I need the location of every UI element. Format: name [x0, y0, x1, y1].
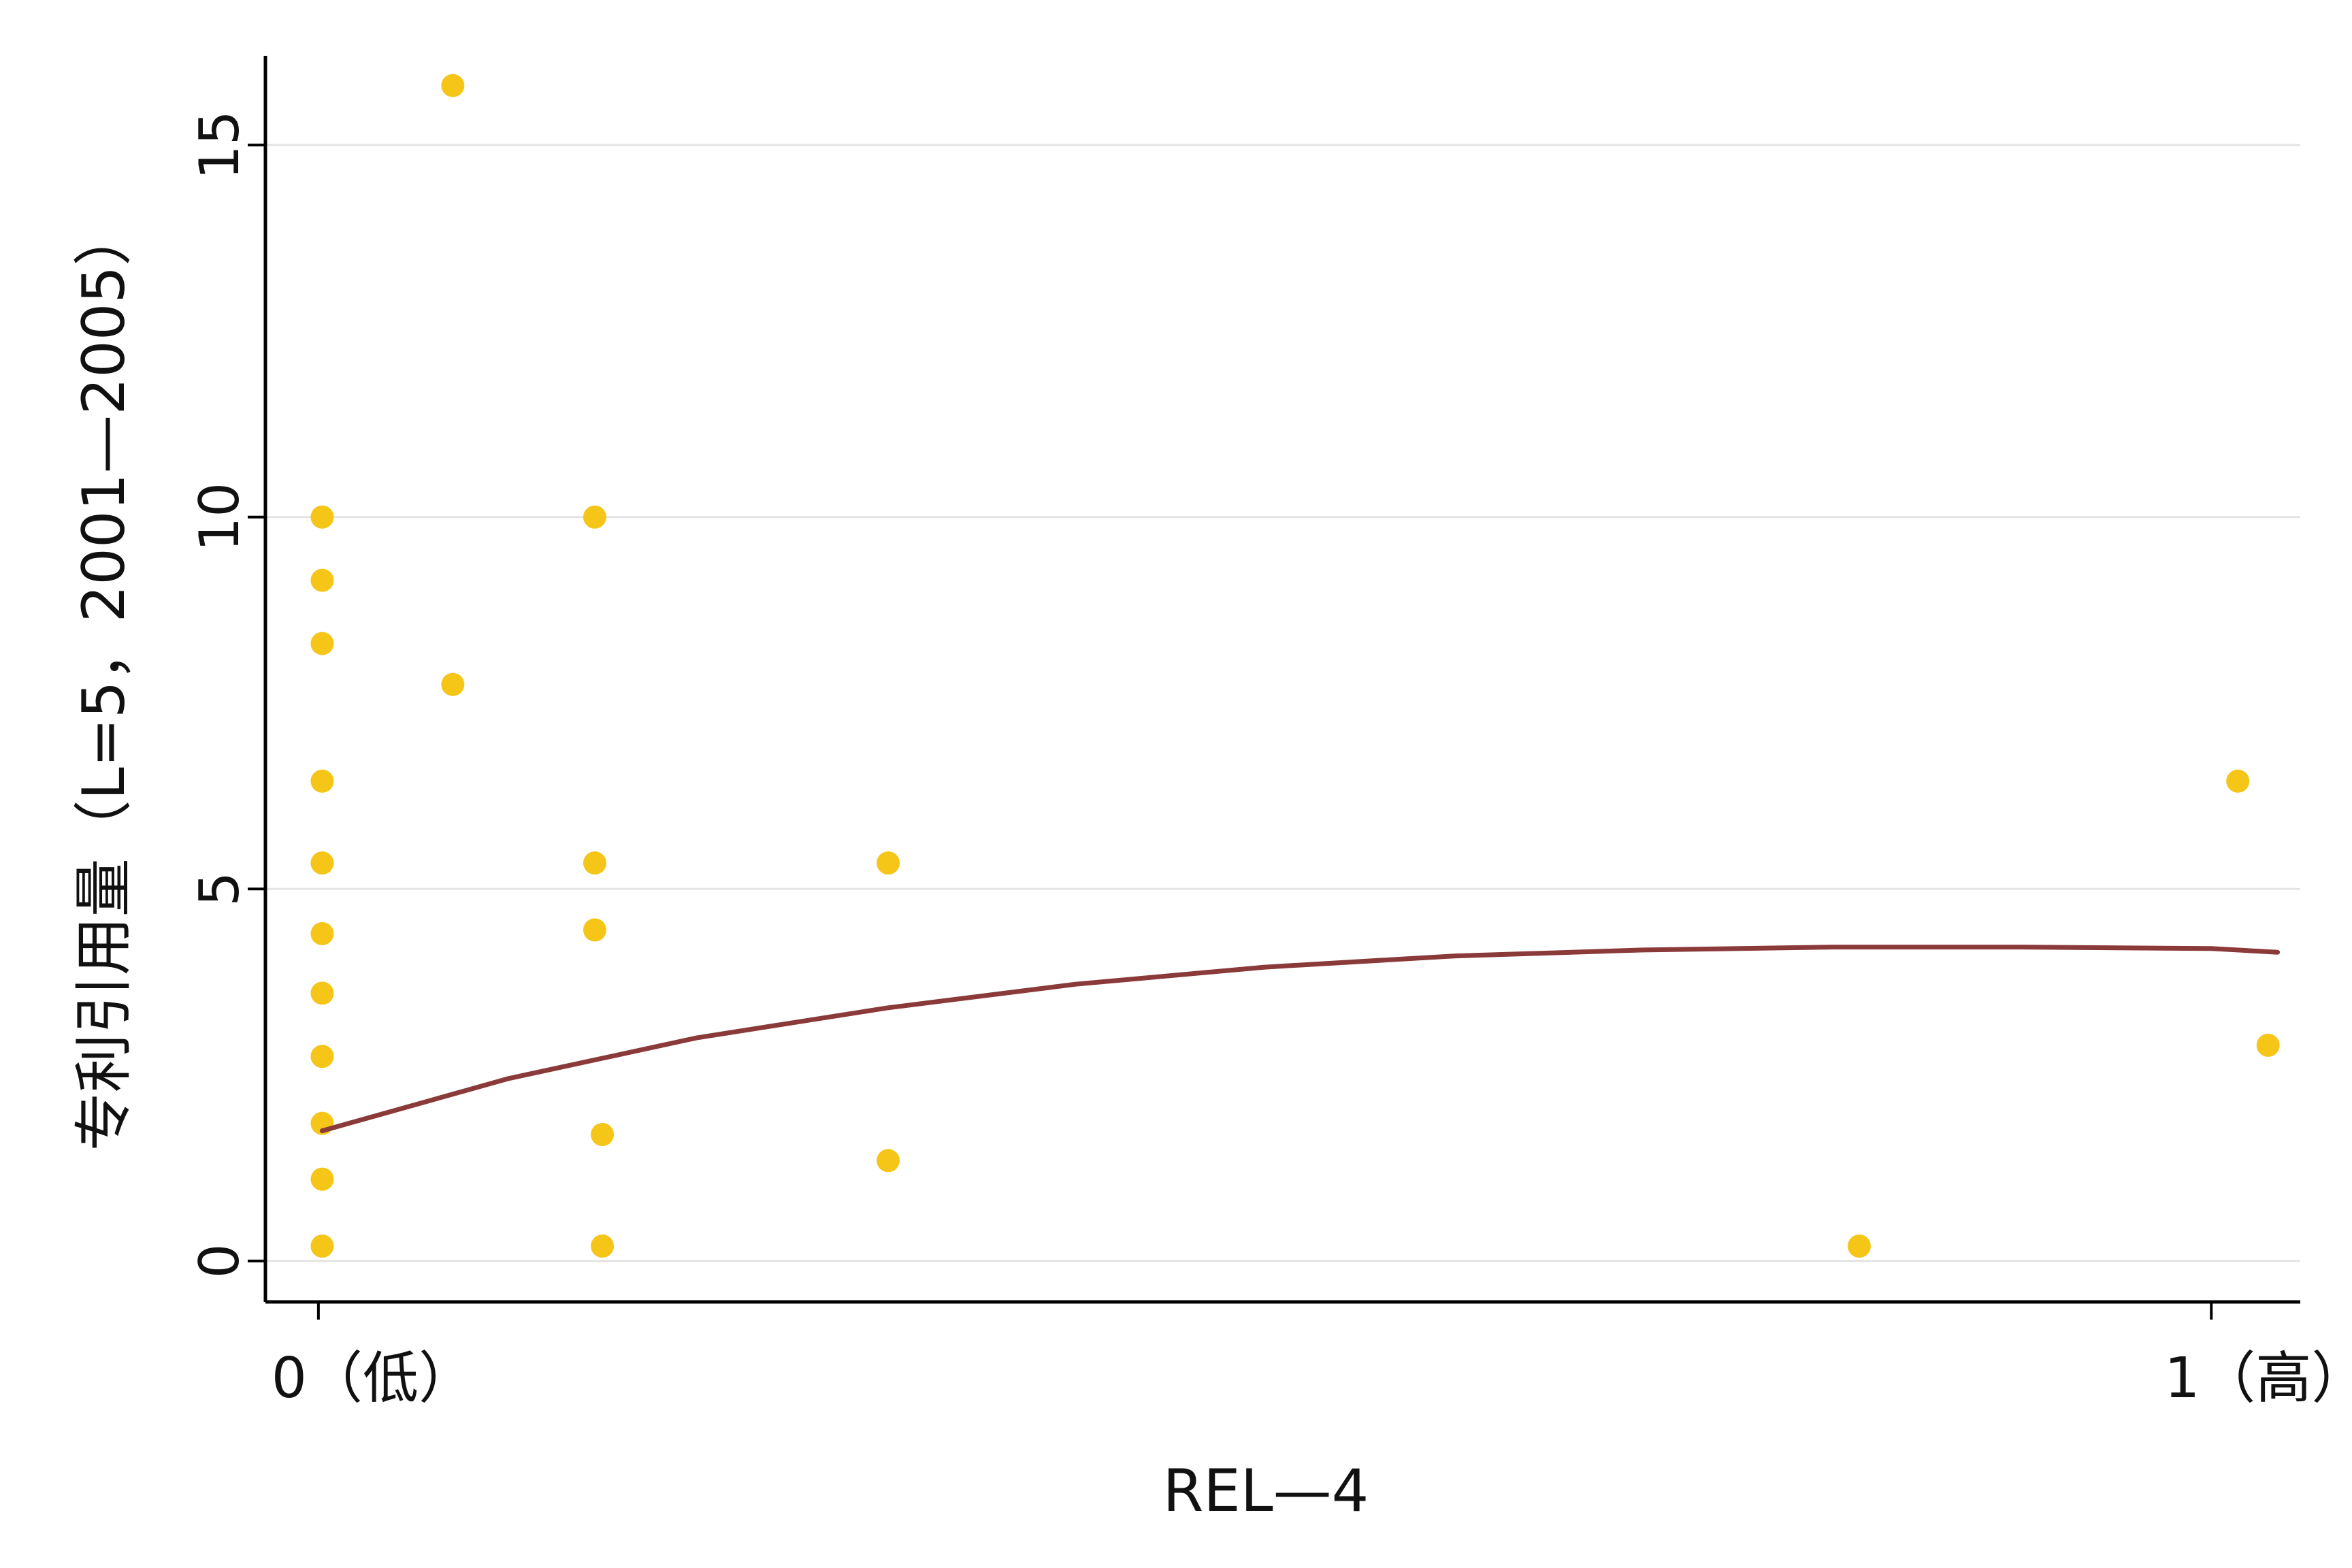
axes — [263, 56, 2300, 1304]
data-point-6 — [310, 851, 334, 875]
x-axis-title: REL—4 — [1163, 1457, 1369, 1525]
data-point-10 — [310, 505, 334, 529]
data-point-9 — [310, 568, 334, 592]
y-tick-label-5: 5 — [188, 872, 251, 906]
data-point-21 — [2226, 769, 2250, 793]
data-point-7 — [310, 769, 334, 793]
y-tick-label-15: 15 — [188, 110, 251, 180]
x-ticks: 0（低） 1（高） — [272, 1302, 2352, 1411]
data-point-20 — [1847, 1235, 1871, 1258]
data-point-16 — [591, 1123, 615, 1147]
y-axis-title: 专利引用量（L=5，2001—2005） — [70, 208, 138, 1151]
gridlines — [265, 144, 2300, 1262]
fit-line — [319, 945, 2281, 1134]
data-point-5 — [310, 921, 334, 945]
data-point-0 — [310, 1235, 334, 1258]
x-tick-label-0: 0（低） — [272, 1346, 474, 1411]
data-point-8 — [310, 632, 334, 655]
data-point-4 — [310, 981, 334, 1005]
y-tick-label-10: 10 — [188, 483, 251, 552]
data-point-19 — [877, 1149, 900, 1173]
data-point-11 — [441, 672, 465, 696]
data-point-3 — [310, 1045, 334, 1068]
y-tick-label-0: 0 — [188, 1243, 251, 1278]
plot-area — [310, 74, 2281, 1258]
data-point-15 — [583, 918, 606, 942]
data-point-22 — [2256, 1033, 2280, 1057]
data-point-18 — [877, 851, 900, 875]
data-point-12 — [441, 74, 465, 97]
data-point-17 — [591, 1235, 615, 1258]
data-point-1 — [310, 1167, 334, 1191]
data-point-14 — [583, 851, 606, 875]
y-ticks: 0 5 10 15 — [188, 110, 265, 1278]
x-tick-label-1: 1（高） — [2164, 1346, 2352, 1411]
data-point-13 — [583, 505, 606, 529]
